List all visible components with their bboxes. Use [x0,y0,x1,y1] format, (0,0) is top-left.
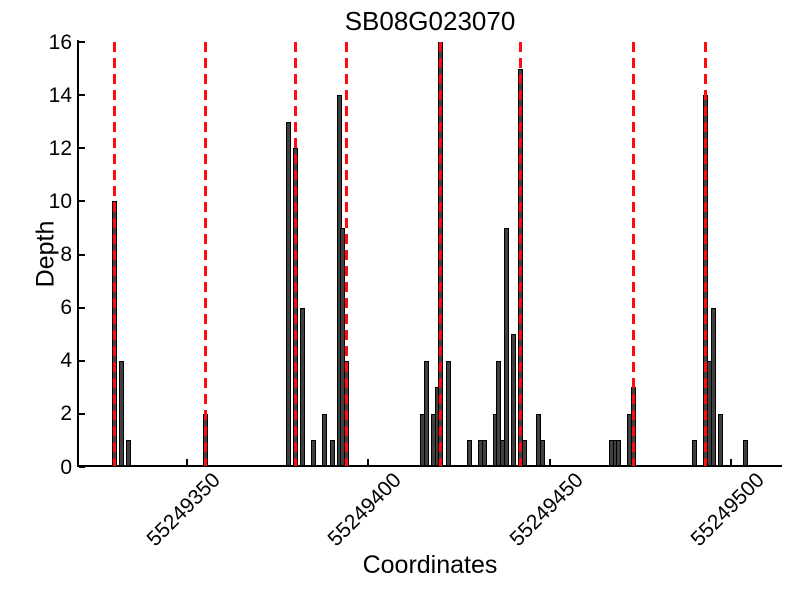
y-tick-label: 16 [48,30,72,54]
depth-bar [496,360,502,466]
y-tick-mark [79,359,85,362]
x-axis-spine [77,465,782,467]
depth-bar [340,227,346,466]
y-tick-label: 12 [48,136,72,160]
y-tick-mark [79,147,85,150]
y-tick-mark [79,306,85,309]
x-tick-mark [185,459,188,465]
y-tick-mark [79,412,85,415]
depth-bar [322,413,328,466]
x-tick-mark [730,459,733,465]
depth-bar [329,440,335,466]
depth-bar [539,440,545,466]
red-dashed-marker-line [294,42,298,466]
red-dashed-marker-line [519,42,523,466]
x-tick-mark [367,459,370,465]
y-tick-mark [79,253,85,256]
depth-bar [616,440,622,466]
y-tick-label: 6 [60,296,72,320]
depth-bar [285,121,291,466]
plot-title: SB08G023070 [344,6,516,36]
depth-bar [710,307,716,466]
depth-bar [503,227,509,466]
x-tick-label-text: 55249450 [505,468,588,551]
depth-bar [311,440,317,466]
x-axis-label: Coordinates [362,551,498,579]
depth-bar [119,360,125,466]
depth-bar [481,440,487,466]
x-tick-label-text: 55249400 [323,468,407,551]
y-tick-label: 10 [48,189,72,213]
y-tick-label: 14 [48,83,72,107]
red-dashed-marker-line [704,42,708,466]
red-dashed-marker-line [203,42,207,466]
y-tick-label: 4 [60,349,72,373]
depth-bar [536,413,542,466]
y-tick-label: 8 [60,243,72,266]
depth-bar [717,413,723,466]
depth-bar [510,334,516,466]
y-tick-mark [79,41,85,43]
y-tick-label: 2 [60,402,72,426]
y-tick-mark [79,200,85,203]
depth-bar [300,307,306,466]
depth-bar [445,360,451,466]
x-tick-label-text: 55249500 [686,468,770,551]
y-tick-mark [79,466,85,468]
depth-bar [521,440,527,466]
red-dashed-marker-line [112,42,116,466]
y-tick-mark [79,94,85,97]
depth-bar [467,440,473,466]
red-dashed-marker-line [631,42,635,466]
depth-bar [692,440,698,466]
x-tick-label-text: 55249350 [142,468,225,551]
y-axis-spine [77,40,79,467]
depth-bar [423,360,429,466]
red-dashed-marker-line [345,42,349,466]
y-tick-label: 0 [60,455,72,479]
depth-bar [743,440,749,466]
x-tick-mark [548,459,551,465]
depth-bar [126,440,132,466]
red-dashed-marker-line [439,42,443,466]
